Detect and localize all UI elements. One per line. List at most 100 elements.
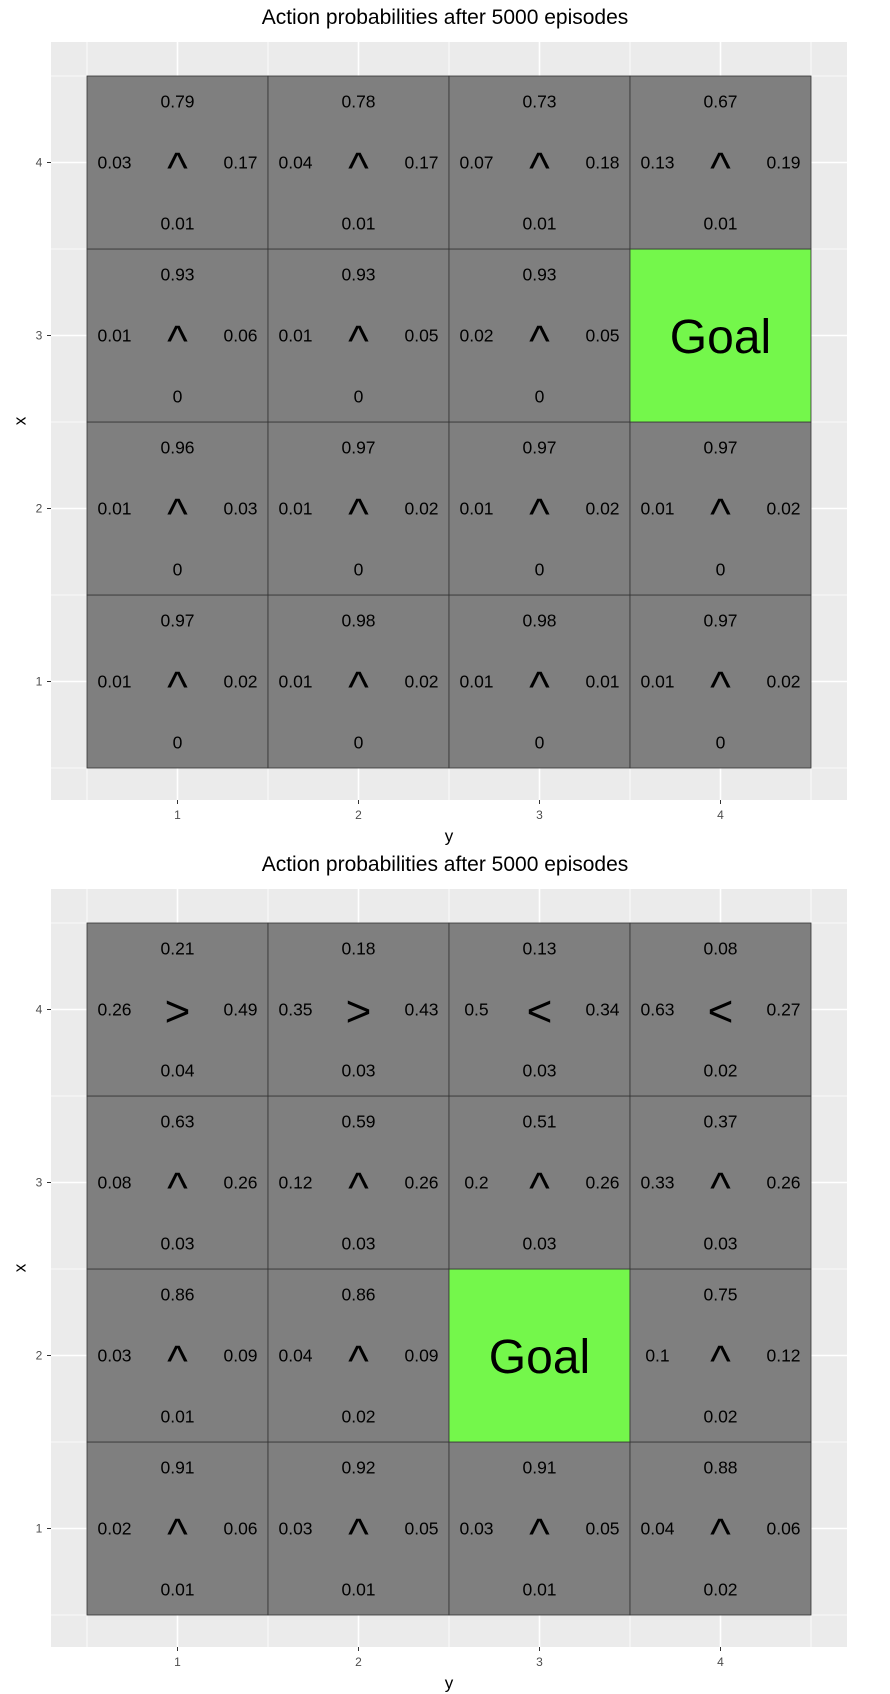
policy-arrow: ^	[529, 490, 550, 539]
prob-left-label: 0.2	[464, 1173, 488, 1193]
policy-arrow: ^	[167, 1510, 188, 1559]
prob-down-label: 0.03	[522, 1234, 556, 1254]
state-tile	[448, 1441, 631, 1616]
prob-right-label: 0.26	[766, 1173, 800, 1193]
prob-right-label: 0.12	[766, 1346, 800, 1366]
prob-right-label: 0.34	[585, 1000, 619, 1020]
prob-down-label: 0.03	[341, 1234, 375, 1254]
prob-up-label: 0.18	[341, 939, 375, 959]
policy-arrow: ^	[167, 317, 188, 366]
policy-arrow: ^	[710, 663, 731, 712]
prob-right-label: 0.02	[223, 672, 257, 692]
y-axis-title: x	[11, 416, 30, 425]
policy-arrow: ^	[167, 144, 188, 193]
policy-arrow: ^	[710, 1510, 731, 1559]
state-tile	[629, 594, 812, 769]
prob-left-label: 0.01	[459, 499, 493, 519]
goal-label: Goal	[670, 311, 771, 364]
prob-up-label: 0.21	[160, 939, 194, 959]
policy-arrow: ^	[167, 663, 188, 712]
prob-right-label: 0.18	[585, 153, 619, 173]
prob-right-label: 0.05	[585, 326, 619, 346]
prob-down-label: 0.03	[522, 1061, 556, 1081]
prob-up-label: 0.93	[341, 265, 375, 285]
x-tick-label: 4	[717, 808, 724, 822]
x-axis-title: y	[445, 1674, 454, 1693]
prob-up-label: 0.63	[160, 1112, 194, 1132]
state-tile	[86, 421, 269, 596]
prob-down-label: 0.01	[522, 214, 556, 234]
prob-down-label: 0	[716, 560, 726, 580]
x-tick-label: 1	[174, 808, 181, 822]
state-tile	[86, 1095, 269, 1270]
prob-up-label: 0.97	[341, 438, 375, 458]
x-tick-label: 3	[536, 808, 543, 822]
policy-arrow: <	[527, 987, 553, 1036]
prob-left-label: 0.03	[278, 1519, 312, 1539]
prob-down-label: 0	[173, 733, 183, 753]
policy-arrow: ^	[710, 144, 731, 193]
prob-down-label: 0.04	[160, 1061, 194, 1081]
prob-left-label: 0.04	[278, 153, 312, 173]
y-tick-label: 3	[36, 1176, 43, 1190]
prob-right-label: 0.06	[223, 326, 257, 346]
state-tile	[629, 1441, 812, 1616]
prob-up-label: 0.75	[703, 1285, 737, 1305]
prob-up-label: 0.97	[522, 438, 556, 458]
state-tile	[86, 1441, 269, 1616]
prob-right-label: 0.02	[404, 672, 438, 692]
policy-arrow: ^	[348, 1510, 369, 1559]
prob-down-label: 0.01	[160, 1580, 194, 1600]
prob-left-label: 0.35	[278, 1000, 312, 1020]
prob-left-label: 0.63	[640, 1000, 674, 1020]
prob-left-label: 0.26	[97, 1000, 131, 1020]
prob-right-label: 0.19	[766, 153, 800, 173]
prob-up-label: 0.98	[341, 611, 375, 631]
policy-arrow: ^	[529, 317, 550, 366]
state-tile	[629, 75, 812, 250]
prob-right-label: 0.02	[585, 499, 619, 519]
prob-down-label: 0.01	[160, 1407, 194, 1427]
prob-down-label: 0.01	[341, 1580, 375, 1600]
state-tile	[629, 1268, 812, 1443]
chart-title: Action probabilities after 5000 episodes	[261, 853, 629, 876]
prob-left-label: 0.01	[97, 672, 131, 692]
goal-label: Goal	[489, 1331, 590, 1384]
y-tick-label: 2	[36, 502, 43, 516]
prob-left-label: 0.02	[97, 1519, 131, 1539]
prob-down-label: 0.01	[703, 214, 737, 234]
prob-left-label: 0.13	[640, 153, 674, 173]
prob-right-label: 0.01	[585, 672, 619, 692]
prob-left-label: 0.02	[459, 326, 493, 346]
state-tile	[86, 922, 269, 1097]
policy-arrow: ^	[710, 490, 731, 539]
policy-arrow: ^	[348, 1164, 369, 1213]
state-tile	[448, 594, 631, 769]
prob-right-label: 0.06	[766, 1519, 800, 1539]
prob-right-label: 0.26	[404, 1173, 438, 1193]
policy-arrow: ^	[348, 144, 369, 193]
prob-down-label: 0.01	[341, 214, 375, 234]
prob-right-label: 0.09	[223, 1346, 257, 1366]
state-tile	[629, 421, 812, 596]
policy-arrow: ^	[710, 1337, 731, 1386]
policy-arrow: ^	[348, 663, 369, 712]
policy-arrow: ^	[529, 1164, 550, 1213]
prob-up-label: 0.93	[522, 265, 556, 285]
state-tile	[267, 1441, 450, 1616]
prob-left-label: 0.33	[640, 1173, 674, 1193]
prob-right-label: 0.43	[404, 1000, 438, 1020]
prob-up-label: 0.88	[703, 1458, 737, 1478]
prob-up-label: 0.97	[703, 438, 737, 458]
state-tile	[267, 594, 450, 769]
policy-arrow: ^	[348, 317, 369, 366]
y-axis-title: x	[11, 1263, 30, 1272]
prob-down-label: 0.02	[703, 1061, 737, 1081]
prob-left-label: 0.12	[278, 1173, 312, 1193]
prob-down-label: 0.02	[703, 1407, 737, 1427]
prob-left-label: 0.1	[645, 1346, 669, 1366]
chart-plot-1: Goal 0.79 0.03 0.17 0.01 ^ 0.78 0.04 0.17 0.01 ^ 0.…	[11, 42, 847, 846]
prob-up-label: 0.51	[522, 1112, 556, 1132]
prob-right-label: 0.02	[404, 499, 438, 519]
x-tick-label: 2	[355, 1655, 362, 1669]
